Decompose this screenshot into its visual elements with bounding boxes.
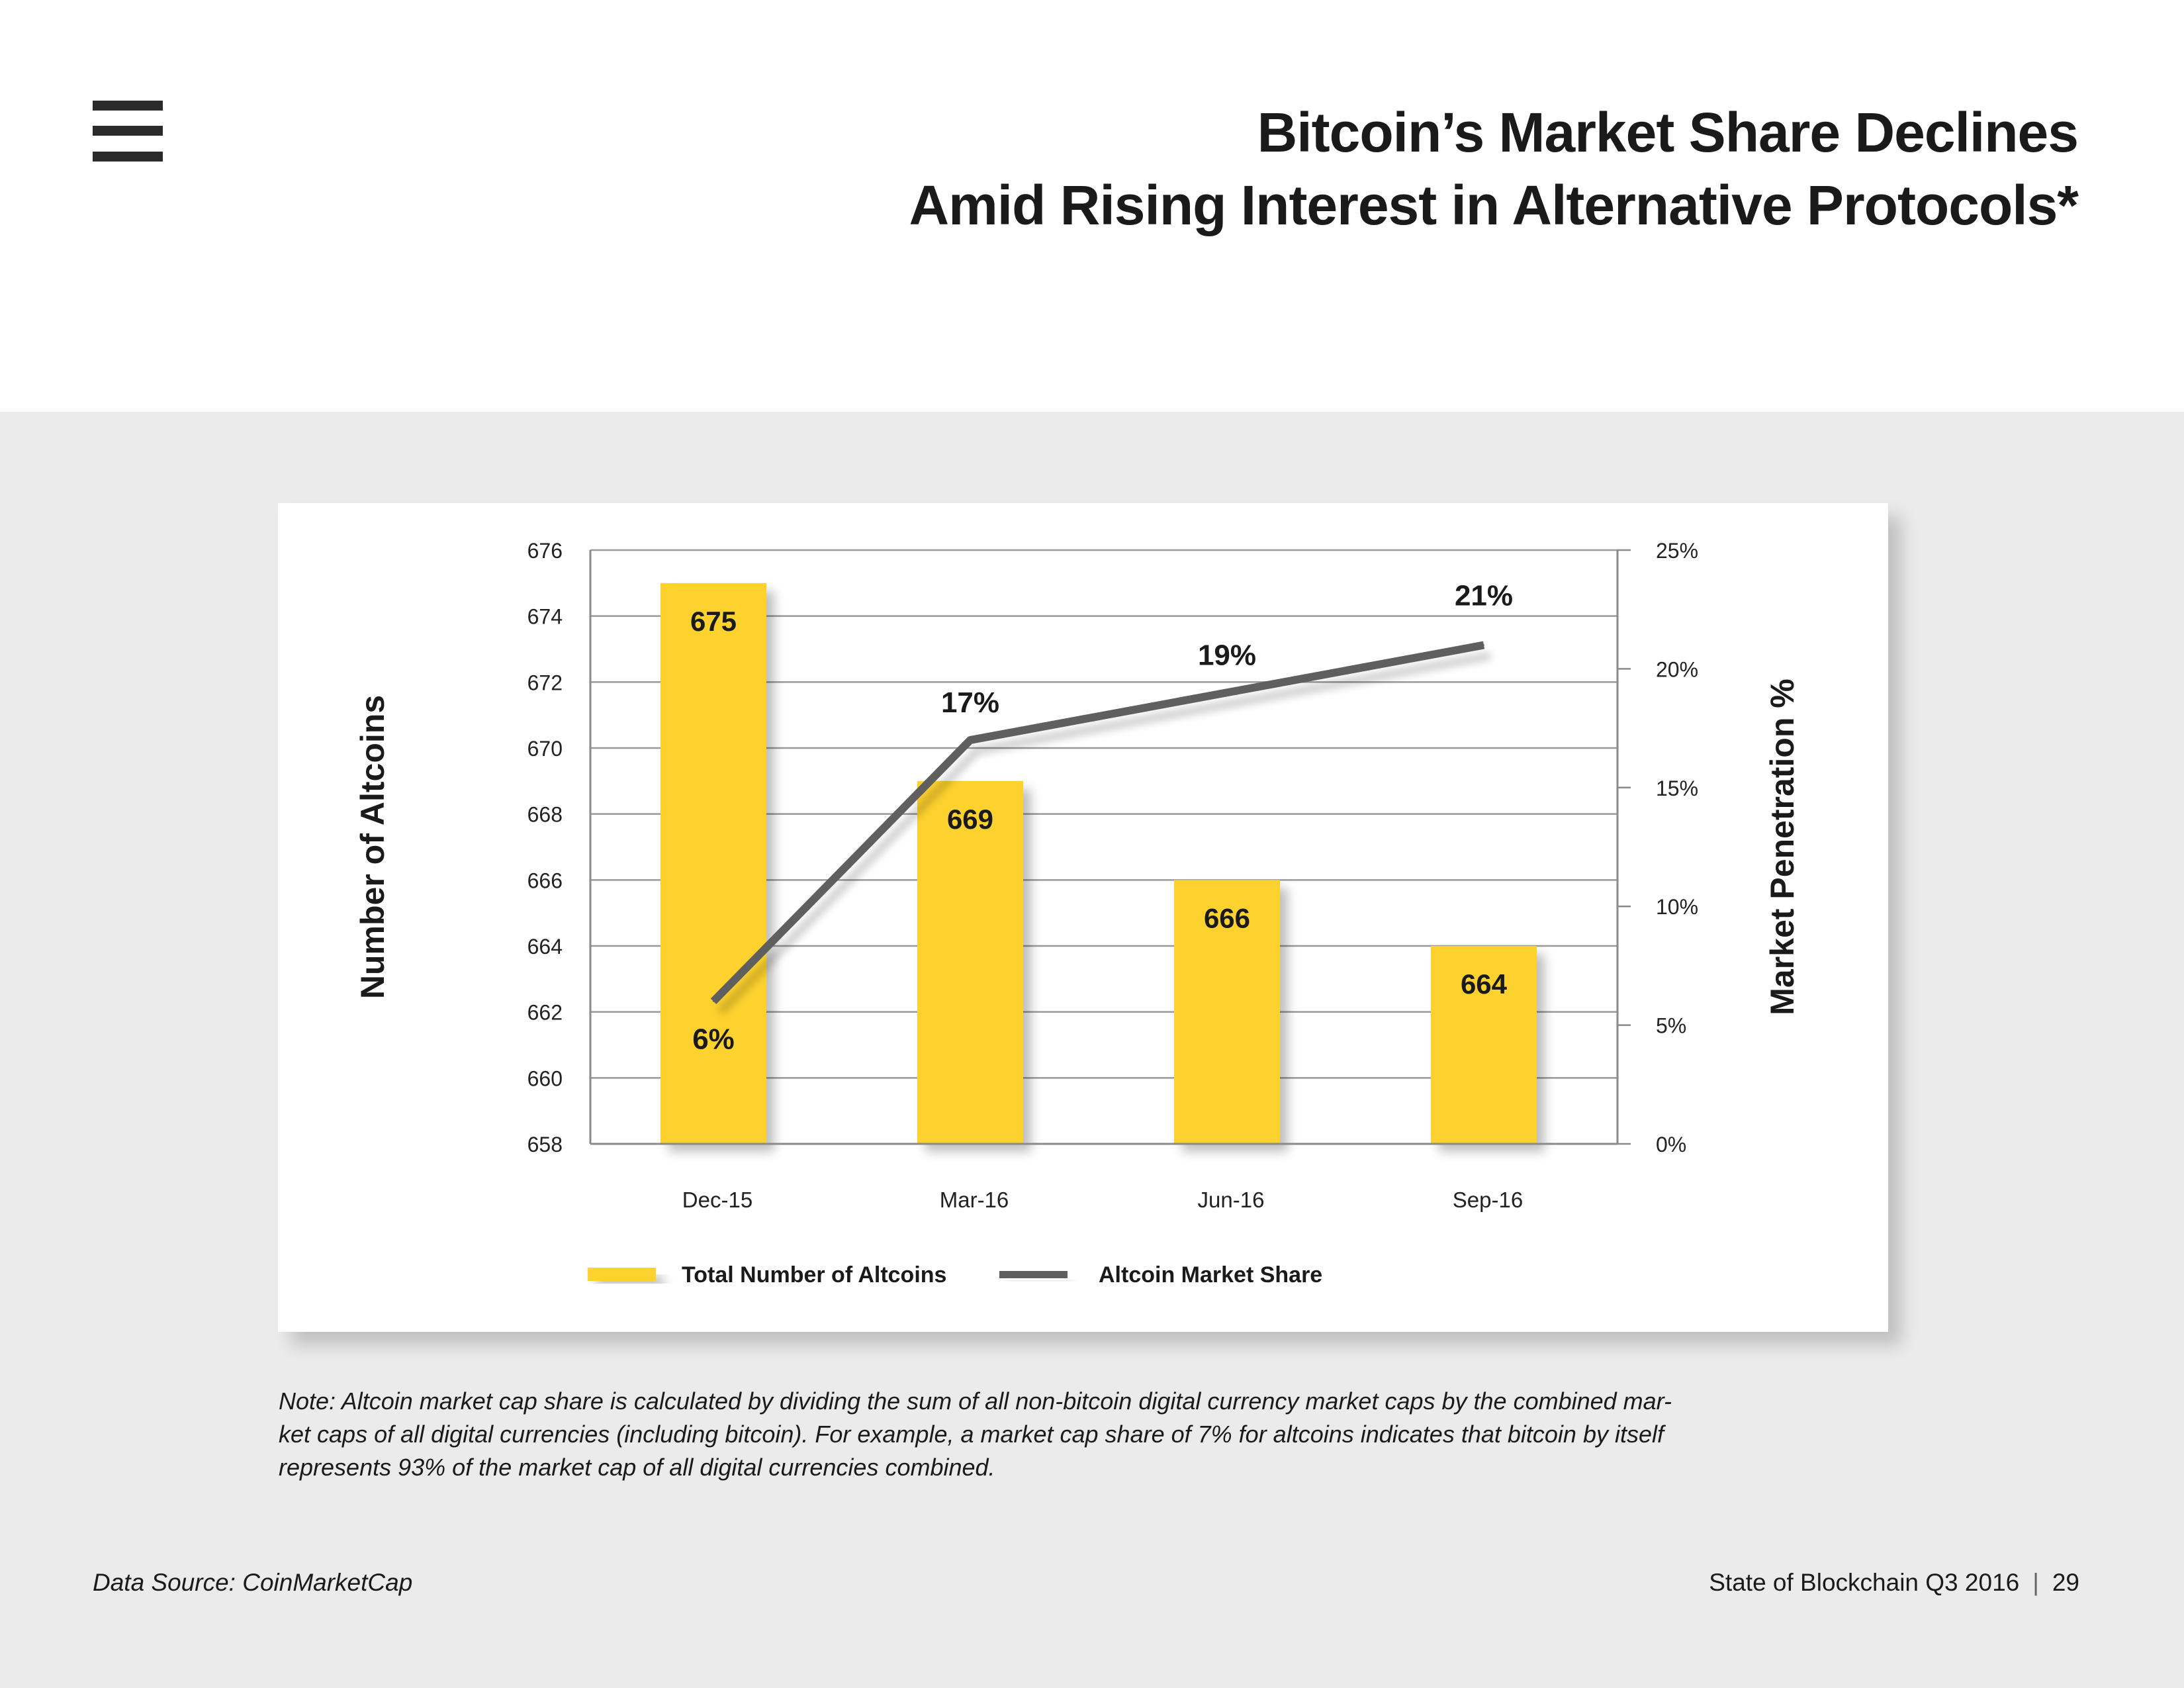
y-right-tick-label: 25% xyxy=(1656,539,1698,563)
data-labels: 675 669 666 664 6% 17% 19% 21% xyxy=(590,580,1617,1145)
line-series xyxy=(710,641,1485,1004)
line-point xyxy=(1483,644,1484,646)
title-line-2: Amid Rising Interest in Alternative Prot… xyxy=(909,174,2079,236)
y-right-tick-label: 5% xyxy=(1656,1014,1686,1038)
y-axis-title-left: Number of Altcoins xyxy=(354,695,391,999)
bar-series xyxy=(660,583,1537,1144)
series-line xyxy=(710,641,1485,1004)
bar-value-label: 669 xyxy=(947,804,993,835)
line-point xyxy=(970,739,971,741)
y-tick-label: 666 xyxy=(527,868,563,892)
y-right-tick-label: 10% xyxy=(1656,895,1698,919)
legend-label-bars: Total Number of Altcoins xyxy=(682,1262,946,1288)
y-tick-label: 662 xyxy=(527,1001,563,1025)
line-value-label: 19% xyxy=(1198,639,1256,671)
note-line-1: Note: Altcoin market cap share is calcul… xyxy=(279,1387,1672,1415)
title-line-1: Bitcoin’s Market Share Declines xyxy=(1257,101,2079,164)
line-value-label: 21% xyxy=(1455,580,1513,612)
bar xyxy=(660,583,766,1144)
axes: 658 660 662 664 666 668 670 672 674 676 0% 5% 10% 15%… xyxy=(354,539,1801,1212)
line-value-label: 6% xyxy=(692,1023,735,1056)
y-axis-title-right: Market Penetration % xyxy=(1764,679,1801,1015)
y-tick-label: 658 xyxy=(527,1133,563,1156)
x-tick-label: Sep-16 xyxy=(1453,1188,1523,1212)
line-point xyxy=(1226,692,1228,694)
y-right-tick-label: 0% xyxy=(1656,1133,1686,1156)
line-value-label: 17% xyxy=(941,686,999,719)
x-tick-label: Mar-16 xyxy=(940,1188,1009,1212)
chart-note: Note: Altcoin market cap share is calcul… xyxy=(279,1385,1893,1484)
footer-separator: | xyxy=(2032,1569,2039,1596)
note-line-2: ket caps of all digital currencies (incl… xyxy=(279,1421,1664,1448)
y-tick-label: 672 xyxy=(527,671,563,694)
page-number: 29 xyxy=(2052,1569,2079,1596)
y-tick-label: 670 xyxy=(527,737,563,761)
hamburger-menu-icon[interactable] xyxy=(93,101,163,162)
x-tick-label: Jun-16 xyxy=(1198,1188,1265,1212)
data-source: Data Source: CoinMarketCap xyxy=(93,1569,413,1596)
chart-card: 658 660 662 664 666 668 670 672 674 676 0% 5% 10% 15%… xyxy=(278,503,1888,1332)
bar xyxy=(1174,880,1280,1144)
bar-value-label: 664 xyxy=(1461,968,1508,1000)
legend-label-line: Altcoin Market Share xyxy=(1099,1262,1322,1288)
bar-value-label: 675 xyxy=(690,606,737,637)
note-line-3: represents 93% of the market cap of all … xyxy=(279,1454,995,1481)
y-tick-label: 674 xyxy=(527,605,563,629)
page-footer: State of Blockchain Q3 2016 | 29 xyxy=(1709,1569,2079,1597)
x-tick-label: Dec-15 xyxy=(682,1188,752,1212)
y-tick-label: 664 xyxy=(527,935,563,959)
y-right-tick-label: 20% xyxy=(1656,657,1698,681)
bar xyxy=(917,780,1023,1144)
bar xyxy=(1431,946,1537,1144)
y-tick-label: 676 xyxy=(527,539,563,563)
legend-swatch-bars xyxy=(588,1268,656,1281)
bar-value-label: 666 xyxy=(1204,902,1250,933)
legend-swatch-line xyxy=(999,1271,1068,1278)
legend: Total Number of Altcoins Altcoin Market S… xyxy=(588,1262,1322,1288)
y-tick-label: 660 xyxy=(527,1066,563,1090)
y-right-tick-label: 15% xyxy=(1656,776,1698,800)
line-point xyxy=(713,1000,714,1002)
combo-chart: 658 660 662 664 666 668 670 672 674 676 0% 5% 10% 15%… xyxy=(354,539,1801,1288)
page-title: Bitcoin’s Market Share Declines Amid Ris… xyxy=(424,96,2079,242)
y-tick-label: 668 xyxy=(527,803,563,827)
report-name: State of Blockchain Q3 2016 xyxy=(1709,1569,2020,1596)
